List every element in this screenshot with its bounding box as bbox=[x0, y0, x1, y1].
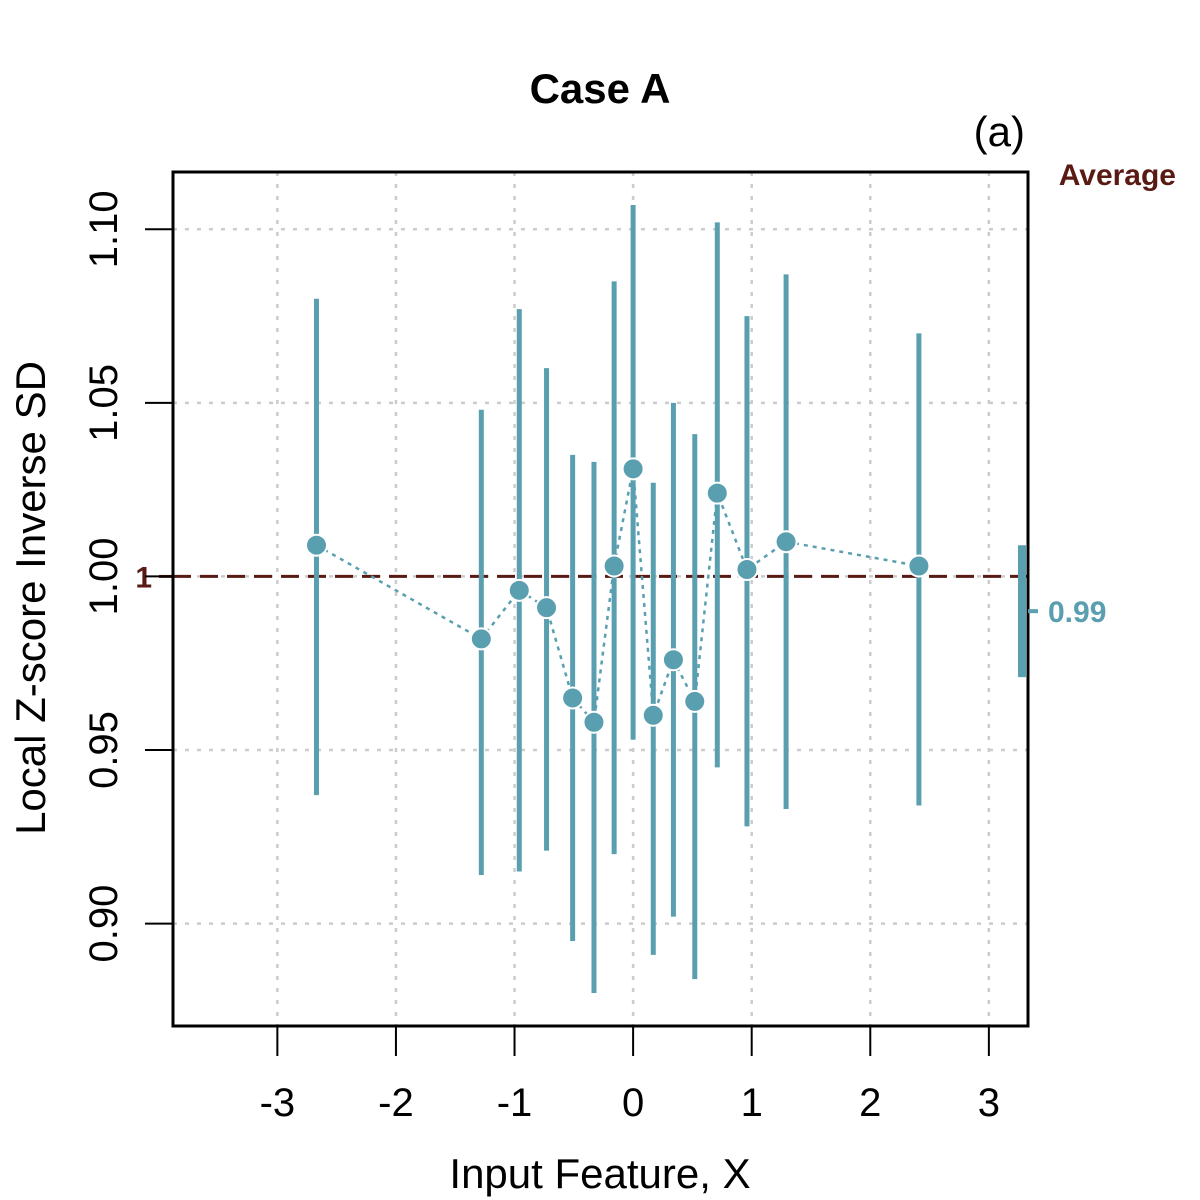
data-point bbox=[621, 457, 645, 481]
plot-frame bbox=[171, 170, 1030, 1028]
data-point bbox=[661, 648, 685, 672]
average-marker-group: 0.99 bbox=[1018, 545, 1106, 678]
data-point bbox=[774, 530, 798, 554]
data-point bbox=[907, 554, 931, 578]
y-tick-label: 0.95 bbox=[82, 711, 126, 789]
x-axis-label: Input Feature, X bbox=[449, 1150, 750, 1197]
data-point bbox=[683, 689, 707, 713]
grid bbox=[173, 172, 1028, 1026]
data-point bbox=[561, 686, 585, 710]
series-connector-line bbox=[315, 468, 920, 726]
y-tick-label: 0.90 bbox=[82, 885, 126, 963]
x-tick-label: 1 bbox=[741, 1081, 763, 1125]
data-point bbox=[705, 481, 729, 505]
x-tick-label: 3 bbox=[978, 1081, 1000, 1125]
data-point bbox=[535, 596, 559, 620]
y-axis-label: Local Z-score Inverse SD bbox=[7, 361, 54, 835]
y-tick-label: 1.10 bbox=[82, 190, 126, 268]
data-point bbox=[735, 557, 759, 581]
y-tick-label: 1.05 bbox=[82, 364, 126, 442]
x-tick-label: 2 bbox=[859, 1081, 881, 1125]
data-point bbox=[469, 627, 493, 651]
series-group bbox=[304, 204, 931, 994]
panel-label: (a) bbox=[974, 108, 1025, 155]
chart-title: Case A bbox=[530, 65, 671, 112]
average-value: 0.99 bbox=[1048, 596, 1106, 629]
y-tick-label: 1.00 bbox=[82, 537, 126, 615]
reference-label: 1 bbox=[135, 561, 152, 594]
x-tick-label: -3 bbox=[260, 1081, 296, 1125]
data-point bbox=[507, 578, 531, 602]
data-point bbox=[641, 703, 665, 727]
reference-line-group: 1 bbox=[135, 561, 1028, 594]
data-point bbox=[602, 554, 626, 578]
x-tick-label: -2 bbox=[378, 1081, 414, 1125]
data-point bbox=[582, 710, 606, 734]
average-label: Average bbox=[1059, 159, 1176, 192]
y-axis: 0.90 0.95 1.00 1.05 1.10 bbox=[82, 190, 173, 963]
data-point bbox=[304, 533, 328, 557]
x-axis: -3 -2 -1 0 1 2 3 bbox=[260, 1026, 1000, 1125]
x-tick-label: -1 bbox=[497, 1081, 533, 1125]
x-tick-label: 0 bbox=[622, 1081, 644, 1125]
